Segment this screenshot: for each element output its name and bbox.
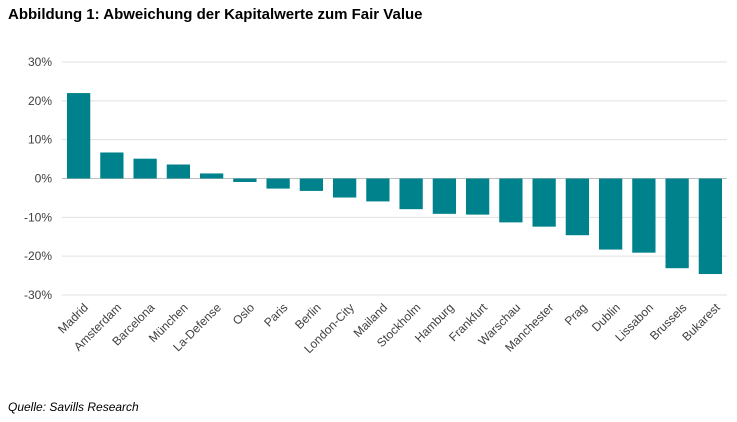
bar-warschau bbox=[499, 178, 523, 223]
y-tick-label: -10% bbox=[24, 210, 52, 224]
bar-paris bbox=[266, 178, 290, 189]
bar-lissabon bbox=[632, 178, 656, 253]
x-tick-label: Prag bbox=[562, 300, 590, 328]
bar-berlin bbox=[299, 178, 324, 191]
grid-lines bbox=[62, 61, 727, 296]
y-axis-ticks: 30% 20% 10% 0% -10% -20% -30% bbox=[24, 55, 52, 302]
bar-bukarest bbox=[698, 178, 723, 275]
x-tick-label: Bukarest bbox=[679, 300, 723, 344]
bar-madrid bbox=[66, 93, 91, 179]
bar-prag bbox=[565, 178, 590, 236]
y-tick-label: -30% bbox=[24, 288, 52, 302]
source-note: Quelle: Savills Research bbox=[8, 400, 139, 414]
y-tick-label: 0% bbox=[35, 172, 53, 186]
bar-amsterdam bbox=[100, 152, 124, 179]
chart-title: Abbildung 1: Abweichung der Kapitalwerte… bbox=[8, 6, 423, 23]
y-tick-label: 30% bbox=[28, 55, 52, 69]
bar-hamburg bbox=[432, 178, 457, 214]
x-tick-label: Paris bbox=[261, 300, 290, 329]
bar-münchen bbox=[166, 164, 191, 179]
bar-london-city bbox=[332, 178, 357, 198]
x-axis-labels: MadridAmsterdamBarcelonaMünchenLa-Defens… bbox=[55, 300, 723, 356]
y-tick-label: -20% bbox=[24, 249, 52, 263]
bar-brussels bbox=[665, 178, 689, 269]
bar-mailand bbox=[366, 178, 390, 202]
bar-oslo bbox=[233, 178, 257, 182]
bar-chart: 30% 20% 10% 0% -10% -20% -30% MadridAmsterdamB… bbox=[24, 55, 727, 356]
bar-stockholm bbox=[399, 178, 423, 210]
bars bbox=[66, 93, 723, 275]
x-tick-label: Oslo bbox=[230, 300, 258, 328]
bar-la-defense bbox=[199, 173, 224, 179]
bar-barcelona bbox=[133, 158, 157, 179]
y-tick-label: 20% bbox=[28, 94, 52, 108]
y-tick-label: 10% bbox=[28, 133, 52, 147]
bar-frankfurt bbox=[465, 178, 490, 215]
bar-manchester bbox=[532, 178, 556, 227]
bar-dublin bbox=[598, 178, 623, 250]
